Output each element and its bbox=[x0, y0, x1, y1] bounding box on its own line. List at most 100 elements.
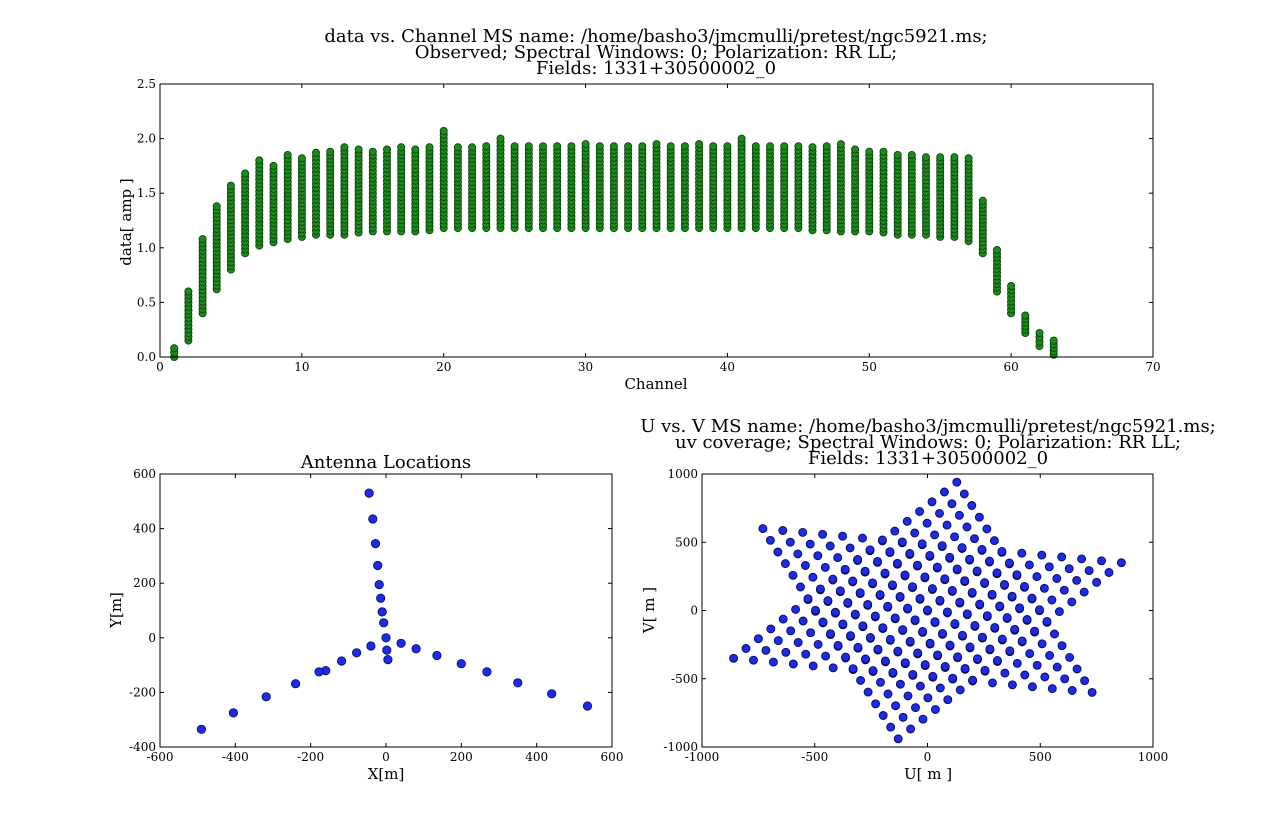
antenna-points bbox=[196, 488, 593, 734]
amp-point bbox=[993, 245, 1002, 254]
uv-point bbox=[945, 552, 955, 562]
amp-point bbox=[723, 142, 732, 151]
antenna-ytick-label: 400 bbox=[133, 522, 156, 536]
uv-point bbox=[938, 628, 947, 638]
antenna-locations-chart: Antenna Locations -600 -400 -200 0 200 400 600… bbox=[107, 452, 623, 783]
uv-point bbox=[973, 654, 982, 664]
uv-point bbox=[953, 652, 963, 662]
uv-point bbox=[818, 529, 828, 539]
uv-point bbox=[1080, 676, 1090, 686]
antenna-xtick-label: -200 bbox=[297, 750, 324, 764]
uv-point bbox=[1002, 613, 1012, 623]
uv-point bbox=[960, 576, 970, 586]
top-xtick-label: 10 bbox=[294, 360, 309, 374]
uv-point bbox=[912, 560, 922, 570]
antenna-point bbox=[370, 538, 381, 549]
uv-point bbox=[948, 673, 958, 683]
uv-point bbox=[995, 601, 1005, 611]
uv-point bbox=[1022, 615, 1032, 624]
uv-point bbox=[885, 634, 895, 644]
uv-point bbox=[977, 545, 987, 554]
uv-point bbox=[878, 623, 888, 633]
antenna-point bbox=[364, 488, 374, 498]
uv-point bbox=[1052, 574, 1062, 583]
uv-point bbox=[1015, 603, 1025, 613]
uv-point bbox=[1030, 626, 1040, 636]
uv-point bbox=[893, 734, 903, 744]
amp-point bbox=[1021, 311, 1030, 320]
uv-ticks: -1000 -500 0 500 1000 -1000 -500 0 500 1000 bbox=[663, 467, 1168, 764]
uv-point bbox=[1007, 680, 1017, 690]
uv-point bbox=[917, 539, 927, 549]
uv-point bbox=[840, 564, 850, 574]
uv-point bbox=[786, 626, 796, 636]
top-ytick-label: 2.5 bbox=[137, 77, 156, 91]
amp-point bbox=[439, 127, 448, 136]
uv-point bbox=[785, 537, 795, 547]
uv-point bbox=[891, 701, 901, 711]
amp-point bbox=[581, 140, 590, 149]
uv-point bbox=[962, 609, 972, 619]
amp-point bbox=[226, 181, 235, 190]
uv-point bbox=[1050, 629, 1059, 639]
uv-point bbox=[813, 639, 823, 649]
uv-point bbox=[970, 534, 979, 544]
top-ytick-label: 0.5 bbox=[137, 295, 156, 309]
uv-point bbox=[992, 568, 1002, 578]
uv-point bbox=[1057, 641, 1067, 651]
amp-point bbox=[283, 150, 292, 159]
uv-point bbox=[906, 724, 916, 734]
uv-point bbox=[749, 655, 758, 665]
uv-point bbox=[865, 545, 875, 555]
uv-ytick-label: -500 bbox=[671, 672, 698, 686]
antenna-ytick-label: 600 bbox=[133, 467, 156, 481]
uv-point bbox=[858, 533, 867, 543]
top-ytick-label: 1.0 bbox=[137, 241, 156, 255]
uv-point bbox=[911, 703, 920, 713]
uv-point bbox=[1020, 581, 1029, 591]
uv-point bbox=[843, 598, 853, 607]
uv-point bbox=[927, 584, 937, 594]
uv-point bbox=[1005, 646, 1015, 656]
uv-point bbox=[930, 617, 940, 627]
amp-point bbox=[553, 142, 562, 151]
uv-ytick-label: 1000 bbox=[667, 467, 698, 481]
top-title-line-1: data vs. Channel MS name: /home/basho3/j… bbox=[324, 26, 987, 47]
uv-point bbox=[903, 603, 913, 613]
uv-point bbox=[955, 597, 965, 607]
amp-point bbox=[695, 140, 704, 149]
uv-point bbox=[915, 593, 925, 603]
uv-point bbox=[960, 663, 970, 673]
uv-xtick-label: -500 bbox=[801, 750, 828, 764]
amp-point bbox=[468, 143, 477, 152]
antenna-point bbox=[351, 648, 362, 658]
uv-point bbox=[765, 535, 775, 545]
uv-point bbox=[813, 551, 823, 561]
uv-point bbox=[825, 541, 835, 551]
uv-point bbox=[982, 611, 992, 621]
amp-point bbox=[397, 143, 406, 152]
uv-point bbox=[778, 526, 788, 535]
amp-point bbox=[936, 153, 945, 162]
uv-point bbox=[1057, 552, 1067, 562]
uv-point bbox=[875, 590, 885, 600]
uv-point bbox=[876, 677, 885, 687]
uv-point bbox=[729, 653, 739, 663]
top-ytick-label: 1.5 bbox=[137, 186, 156, 200]
uv-ytick-label: 500 bbox=[675, 535, 698, 549]
uv-point bbox=[1017, 636, 1027, 646]
uv-point bbox=[803, 594, 813, 604]
uv-point bbox=[758, 524, 768, 534]
amp-point bbox=[766, 142, 775, 151]
antenna-xtick-label: 600 bbox=[601, 750, 624, 764]
amp-point bbox=[907, 150, 916, 159]
uv-point bbox=[828, 663, 838, 673]
amp-point bbox=[978, 196, 987, 205]
amp-point bbox=[652, 140, 661, 149]
uv-point bbox=[773, 636, 783, 646]
uv-point bbox=[850, 609, 860, 619]
uv-point bbox=[800, 561, 810, 570]
uv-point bbox=[945, 640, 955, 650]
uv-point bbox=[923, 693, 933, 703]
antenna-xtick-label: 200 bbox=[450, 750, 473, 764]
